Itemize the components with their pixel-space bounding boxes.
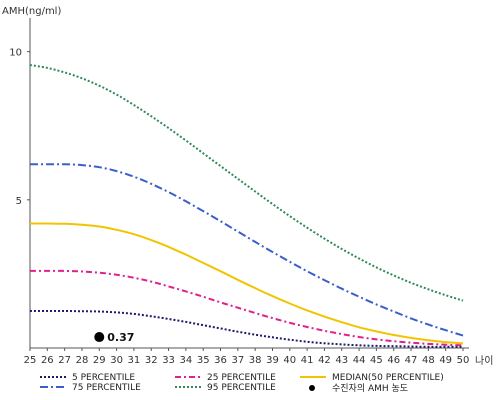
x-tick-label: 44 — [353, 355, 366, 366]
legend-label: 75 PERCENTILE — [72, 383, 141, 393]
x-tick-label: 36 — [214, 355, 227, 366]
series-line-95-percentile — [29, 64, 464, 302]
y-tick-label: 5 — [16, 196, 22, 207]
series-line-5-percentile — [30, 309, 463, 348]
axes: 25 26 27 28 29 30 31 32 33 34 35 36 37 38 39 40 41 42 43 44… — [9, 18, 469, 366]
points-layer: 0.37 — [94, 331, 134, 344]
x-tick-label: 49 — [439, 355, 452, 366]
x-tick-label: 45 — [370, 355, 383, 366]
y-axis-label: AMH(ng/ml) — [2, 6, 61, 17]
legend: 5 PERCENTILE 25 PERCENTILE MEDIAN(50 PERCE… — [40, 373, 444, 394]
patient-amh-value-label: 0.37 — [107, 331, 134, 344]
legend-label: 95 PERCENTILE — [207, 383, 276, 393]
x-tick-label: 47 — [405, 355, 418, 366]
x-tick-label: 29 — [93, 355, 106, 366]
x-tick-label: 33 — [162, 355, 175, 366]
patient-amh-point — [94, 332, 105, 343]
legend-label: 25 PERCENTILE — [207, 373, 276, 383]
x-tick-label: 25 — [24, 355, 37, 366]
x-tick-label: 34 — [180, 355, 193, 366]
x-tick-label: 28 — [76, 355, 89, 366]
x-tick-label: 26 — [41, 355, 54, 366]
x-tick-label: 30 — [110, 355, 123, 366]
x-tick-label: 46 — [387, 355, 400, 366]
x-tick-label: 27 — [58, 355, 71, 366]
series-layer — [29, 64, 464, 348]
legend-label: 5 PERCENTILE — [72, 373, 135, 383]
x-tick-label: 43 — [335, 355, 348, 366]
series-line-median-50-percentile — [30, 222, 464, 345]
x-tick-label: 50 — [457, 355, 470, 366]
x-tick-label: 40 — [283, 355, 296, 366]
x-tick-label: 41 — [301, 355, 314, 366]
legend-label: 수진자의 AMH 농도 — [332, 383, 408, 394]
x-tick-label: 32 — [145, 355, 158, 366]
legend-swatch-dot — [309, 385, 315, 391]
x-tick-label: 48 — [422, 355, 435, 366]
x-tick-label: 39 — [266, 355, 279, 366]
x-tick-label: 38 — [249, 355, 262, 366]
x-tick-label: 37 — [231, 355, 244, 366]
x-tick-label: 42 — [318, 355, 331, 366]
x-tick-label: 31 — [128, 355, 141, 366]
series-line-25-percentile — [30, 269, 464, 347]
legend-label: MEDIAN(50 PERCENTILE) — [332, 373, 444, 383]
x-tick-label: 35 — [197, 355, 210, 366]
x-axis-label: 나이 — [475, 355, 493, 367]
series-line-75-percentile — [30, 163, 464, 337]
y-tick-label: 10 — [9, 48, 22, 59]
